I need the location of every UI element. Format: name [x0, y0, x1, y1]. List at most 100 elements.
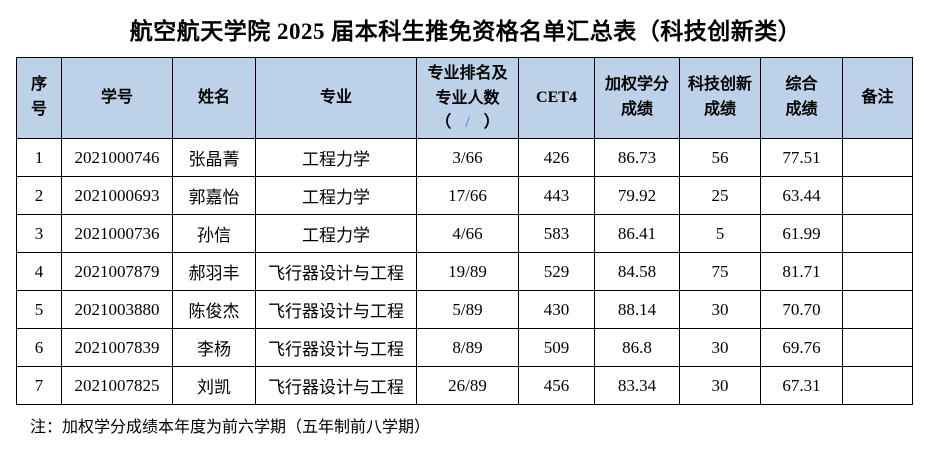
cell-weighted-score: 86.73 [594, 138, 680, 177]
cell-student-id: 2021007879 [61, 252, 173, 291]
cell-overall-score: 69.76 [760, 328, 843, 367]
cell-remarks [842, 176, 913, 215]
cell-tech-score: 30 [679, 290, 761, 329]
cell-name: 陈俊杰 [172, 290, 256, 329]
cell-name: 李杨 [172, 328, 256, 367]
cell-student-id: 2021000746 [61, 138, 173, 177]
cell-student-id: 2021007825 [61, 366, 173, 405]
cell-major: 工程力学 [255, 214, 417, 253]
cell-rank: 26/89 [416, 366, 519, 405]
cell-student-id: 2021007839 [61, 328, 173, 367]
tech-score-header-label: 科技创新 成绩 [687, 76, 752, 118]
header-cell-rank: 专业排名及 专业人数 （ / ） [416, 57, 519, 139]
weighted-score-header-label: 加权学分 成绩 [604, 76, 669, 118]
rank-paren-open: （ [435, 113, 452, 131]
cell-remarks [842, 214, 913, 253]
header-cell-name: 姓名 [172, 57, 256, 139]
cell-weighted-score: 83.34 [594, 366, 680, 405]
cell-overall-score: 61.99 [760, 214, 843, 253]
header-cell-tech-score: 科技创新 成绩 [679, 57, 761, 139]
student-id-header-label: 学号 [100, 88, 133, 106]
cell-cet4: 529 [518, 252, 595, 291]
cell-rank: 5/89 [416, 290, 519, 329]
roster-table: 序 号 学号 姓名 专业 专业排名及 专业人数 （ / ） CET4 加权学分 成绩… [16, 57, 913, 405]
rank-paren-close: ） [483, 113, 500, 131]
table-row: 6 2021007839 李杨 飞行器设计与工程 8/89 509 86.8 3… [16, 328, 913, 367]
cell-overall-score: 81.71 [760, 252, 843, 291]
table-header-row: 序 号 学号 姓名 专业 专业排名及 专业人数 （ / ） CET4 加权学分 成绩… [16, 57, 913, 139]
cell-major: 工程力学 [255, 176, 417, 215]
cell-name: 刘凯 [172, 366, 256, 405]
cell-tech-score: 75 [679, 252, 761, 291]
cell-major: 飞行器设计与工程 [255, 252, 417, 291]
overall-score-header-label: 综合 成绩 [785, 76, 818, 118]
cell-student-id: 2021003880 [61, 290, 173, 329]
cell-cet4: 456 [518, 366, 595, 405]
cell-cet4: 426 [518, 138, 595, 177]
cell-rank: 3/66 [416, 138, 519, 177]
cell-major: 飞行器设计与工程 [255, 328, 417, 367]
cell-weighted-score: 79.92 [594, 176, 680, 215]
cell-major: 工程力学 [255, 138, 417, 177]
rank-slash: / [465, 113, 470, 131]
cell-overall-score: 67.31 [760, 366, 843, 405]
cell-student-id: 2021000736 [61, 214, 173, 253]
seq-header-label: 序 号 [30, 76, 47, 118]
header-cell-seq: 序 号 [16, 57, 62, 139]
cell-rank: 19/89 [416, 252, 519, 291]
cell-name: 孙信 [172, 214, 256, 253]
cet4-header-label: CET4 [536, 88, 577, 106]
page-title: 航空航天学院 2025 届本科生推免资格名单汇总表（科技创新类） [129, 19, 802, 44]
cell-remarks [842, 366, 913, 405]
cell-overall-score: 63.44 [760, 176, 843, 215]
cell-tech-score: 25 [679, 176, 761, 215]
table-row: 4 2021007879 郝羽丰 飞行器设计与工程 19/89 529 84.5… [16, 252, 913, 291]
cell-major: 飞行器设计与工程 [255, 290, 417, 329]
header-cell-student-id: 学号 [61, 57, 173, 139]
cell-cet4: 430 [518, 290, 595, 329]
table-row: 5 2021003880 陈俊杰 飞行器设计与工程 5/89 430 88.14… [16, 290, 913, 329]
cell-seq: 3 [16, 214, 62, 253]
cell-seq: 4 [16, 252, 62, 291]
header-cell-cet4: CET4 [518, 57, 595, 139]
cell-rank: 8/89 [416, 328, 519, 367]
major-header-label: 专业 [319, 88, 352, 106]
footnote: 注：加权学分成绩本年度为前六学期（五年制前八学期） [30, 419, 431, 436]
cell-tech-score: 30 [679, 366, 761, 405]
remarks-header-label: 备注 [861, 88, 894, 106]
cell-name: 郝羽丰 [172, 252, 256, 291]
header-cell-remarks: 备注 [842, 57, 913, 139]
cell-overall-score: 70.70 [760, 290, 843, 329]
document-page: 航空航天学院 2025 届本科生推免资格名单汇总表（科技创新类） 序 号 学号 … [0, 12, 931, 465]
cell-rank: 17/66 [416, 176, 519, 215]
cell-tech-score: 30 [679, 328, 761, 367]
cell-name: 郭嘉怡 [172, 176, 256, 215]
cell-seq: 7 [16, 366, 62, 405]
cell-weighted-score: 86.41 [594, 214, 680, 253]
cell-cet4: 583 [518, 214, 595, 253]
cell-remarks [842, 290, 913, 329]
cell-overall-score: 77.51 [760, 138, 843, 177]
cell-seq: 1 [16, 138, 62, 177]
table-row: 2 2021000693 郭嘉怡 工程力学 17/66 443 79.92 25… [16, 176, 913, 215]
header-cell-weighted-score: 加权学分 成绩 [594, 57, 680, 139]
rank-header-label: 专业排名及 专业人数 [427, 65, 508, 107]
name-header-label: 姓名 [197, 88, 230, 106]
cell-tech-score: 5 [679, 214, 761, 253]
cell-seq: 2 [16, 176, 62, 215]
cell-remarks [842, 138, 913, 177]
cell-cet4: 509 [518, 328, 595, 367]
cell-rank: 4/66 [416, 214, 519, 253]
cell-remarks [842, 328, 913, 367]
cell-name: 张晶菁 [172, 138, 256, 177]
table-row: 3 2021000736 孙信 工程力学 4/66 583 86.41 5 61… [16, 214, 913, 253]
cell-seq: 5 [16, 290, 62, 329]
header-cell-overall-score: 综合 成绩 [760, 57, 843, 139]
cell-weighted-score: 86.8 [594, 328, 680, 367]
cell-weighted-score: 84.58 [594, 252, 680, 291]
table-row: 1 2021000746 张晶菁 工程力学 3/66 426 86.73 56 … [16, 138, 913, 177]
cell-cet4: 443 [518, 176, 595, 215]
table-row: 7 2021007825 刘凯 飞行器设计与工程 26/89 456 83.34… [16, 366, 913, 405]
cell-seq: 6 [16, 328, 62, 367]
cell-student-id: 2021000693 [61, 176, 173, 215]
